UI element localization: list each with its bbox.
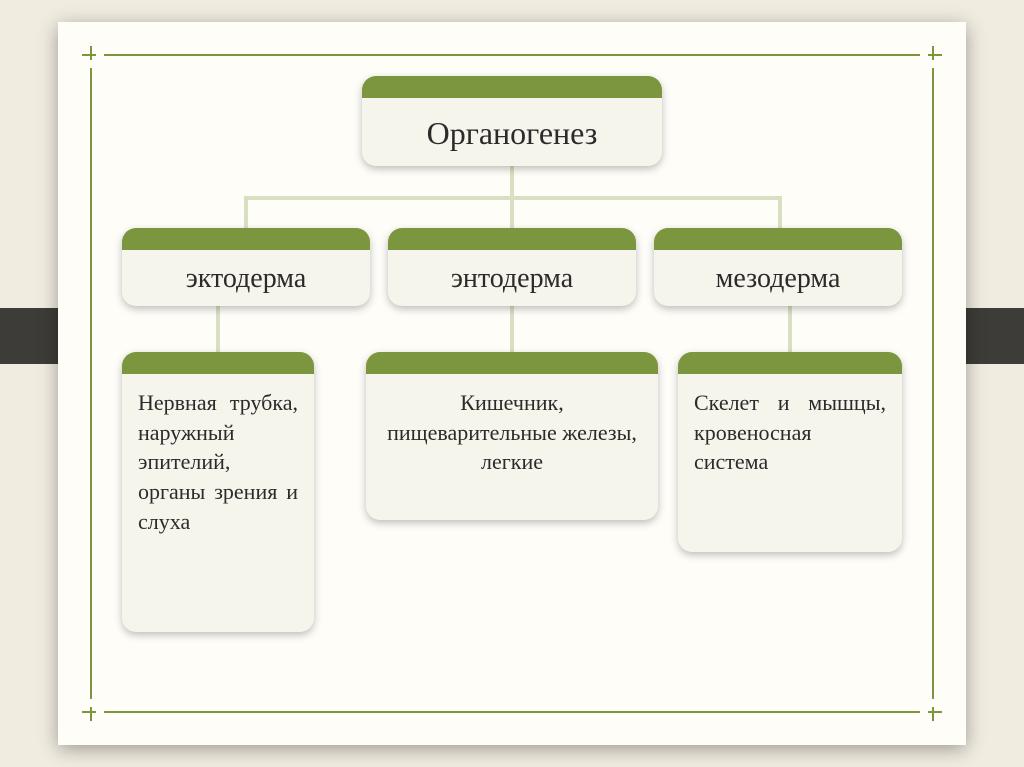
branch-ectoderm: эктодерма	[122, 228, 370, 306]
branch-mesoderm: мезодерма	[654, 228, 902, 306]
corner-ornament-icon	[82, 699, 104, 721]
node-accent	[122, 352, 314, 374]
background-bar-left	[0, 308, 58, 364]
leaf-ectoderm: Нервная трубка, наружный эпителий, орган…	[122, 352, 314, 632]
slide-frame: Органогенез эктодерма Нервная трубка, на…	[58, 22, 966, 745]
leaf-text: Нервная трубка, наружный эпителий, орган…	[122, 374, 314, 554]
background-bar-right	[966, 308, 1024, 364]
connector	[510, 196, 514, 228]
corner-ornament-icon	[920, 46, 942, 68]
node-accent	[654, 228, 902, 250]
root-label: Органогенез	[362, 98, 662, 166]
connector	[778, 196, 782, 228]
connector	[510, 166, 514, 196]
connector	[788, 306, 792, 352]
leaf-mesoderm: Скелет и мышцы, кровеносная система	[678, 352, 902, 552]
hierarchy-diagram: Органогенез эктодерма Нервная трубка, на…	[58, 22, 966, 745]
leaf-text: Скелет и мышцы, кровеносная система	[678, 374, 902, 495]
connector	[216, 306, 220, 352]
node-accent	[366, 352, 658, 374]
corner-ornament-icon	[920, 699, 942, 721]
connector	[510, 306, 514, 352]
node-accent	[678, 352, 902, 374]
root-node: Органогенез	[362, 76, 662, 166]
leaf-entoderm: Кишечник, пищеварительные железы, легкие	[366, 352, 658, 520]
branch-label: мезодерма	[654, 250, 902, 306]
branch-label: эктодерма	[122, 250, 370, 306]
branch-label: энтодерма	[388, 250, 636, 306]
connector	[244, 196, 248, 228]
leaf-text: Кишечник, пищеварительные железы, легкие	[366, 374, 658, 495]
branch-entoderm: энтодерма	[388, 228, 636, 306]
node-accent	[122, 228, 370, 250]
node-accent	[388, 228, 636, 250]
node-accent	[362, 76, 662, 98]
corner-ornament-icon	[82, 46, 104, 68]
